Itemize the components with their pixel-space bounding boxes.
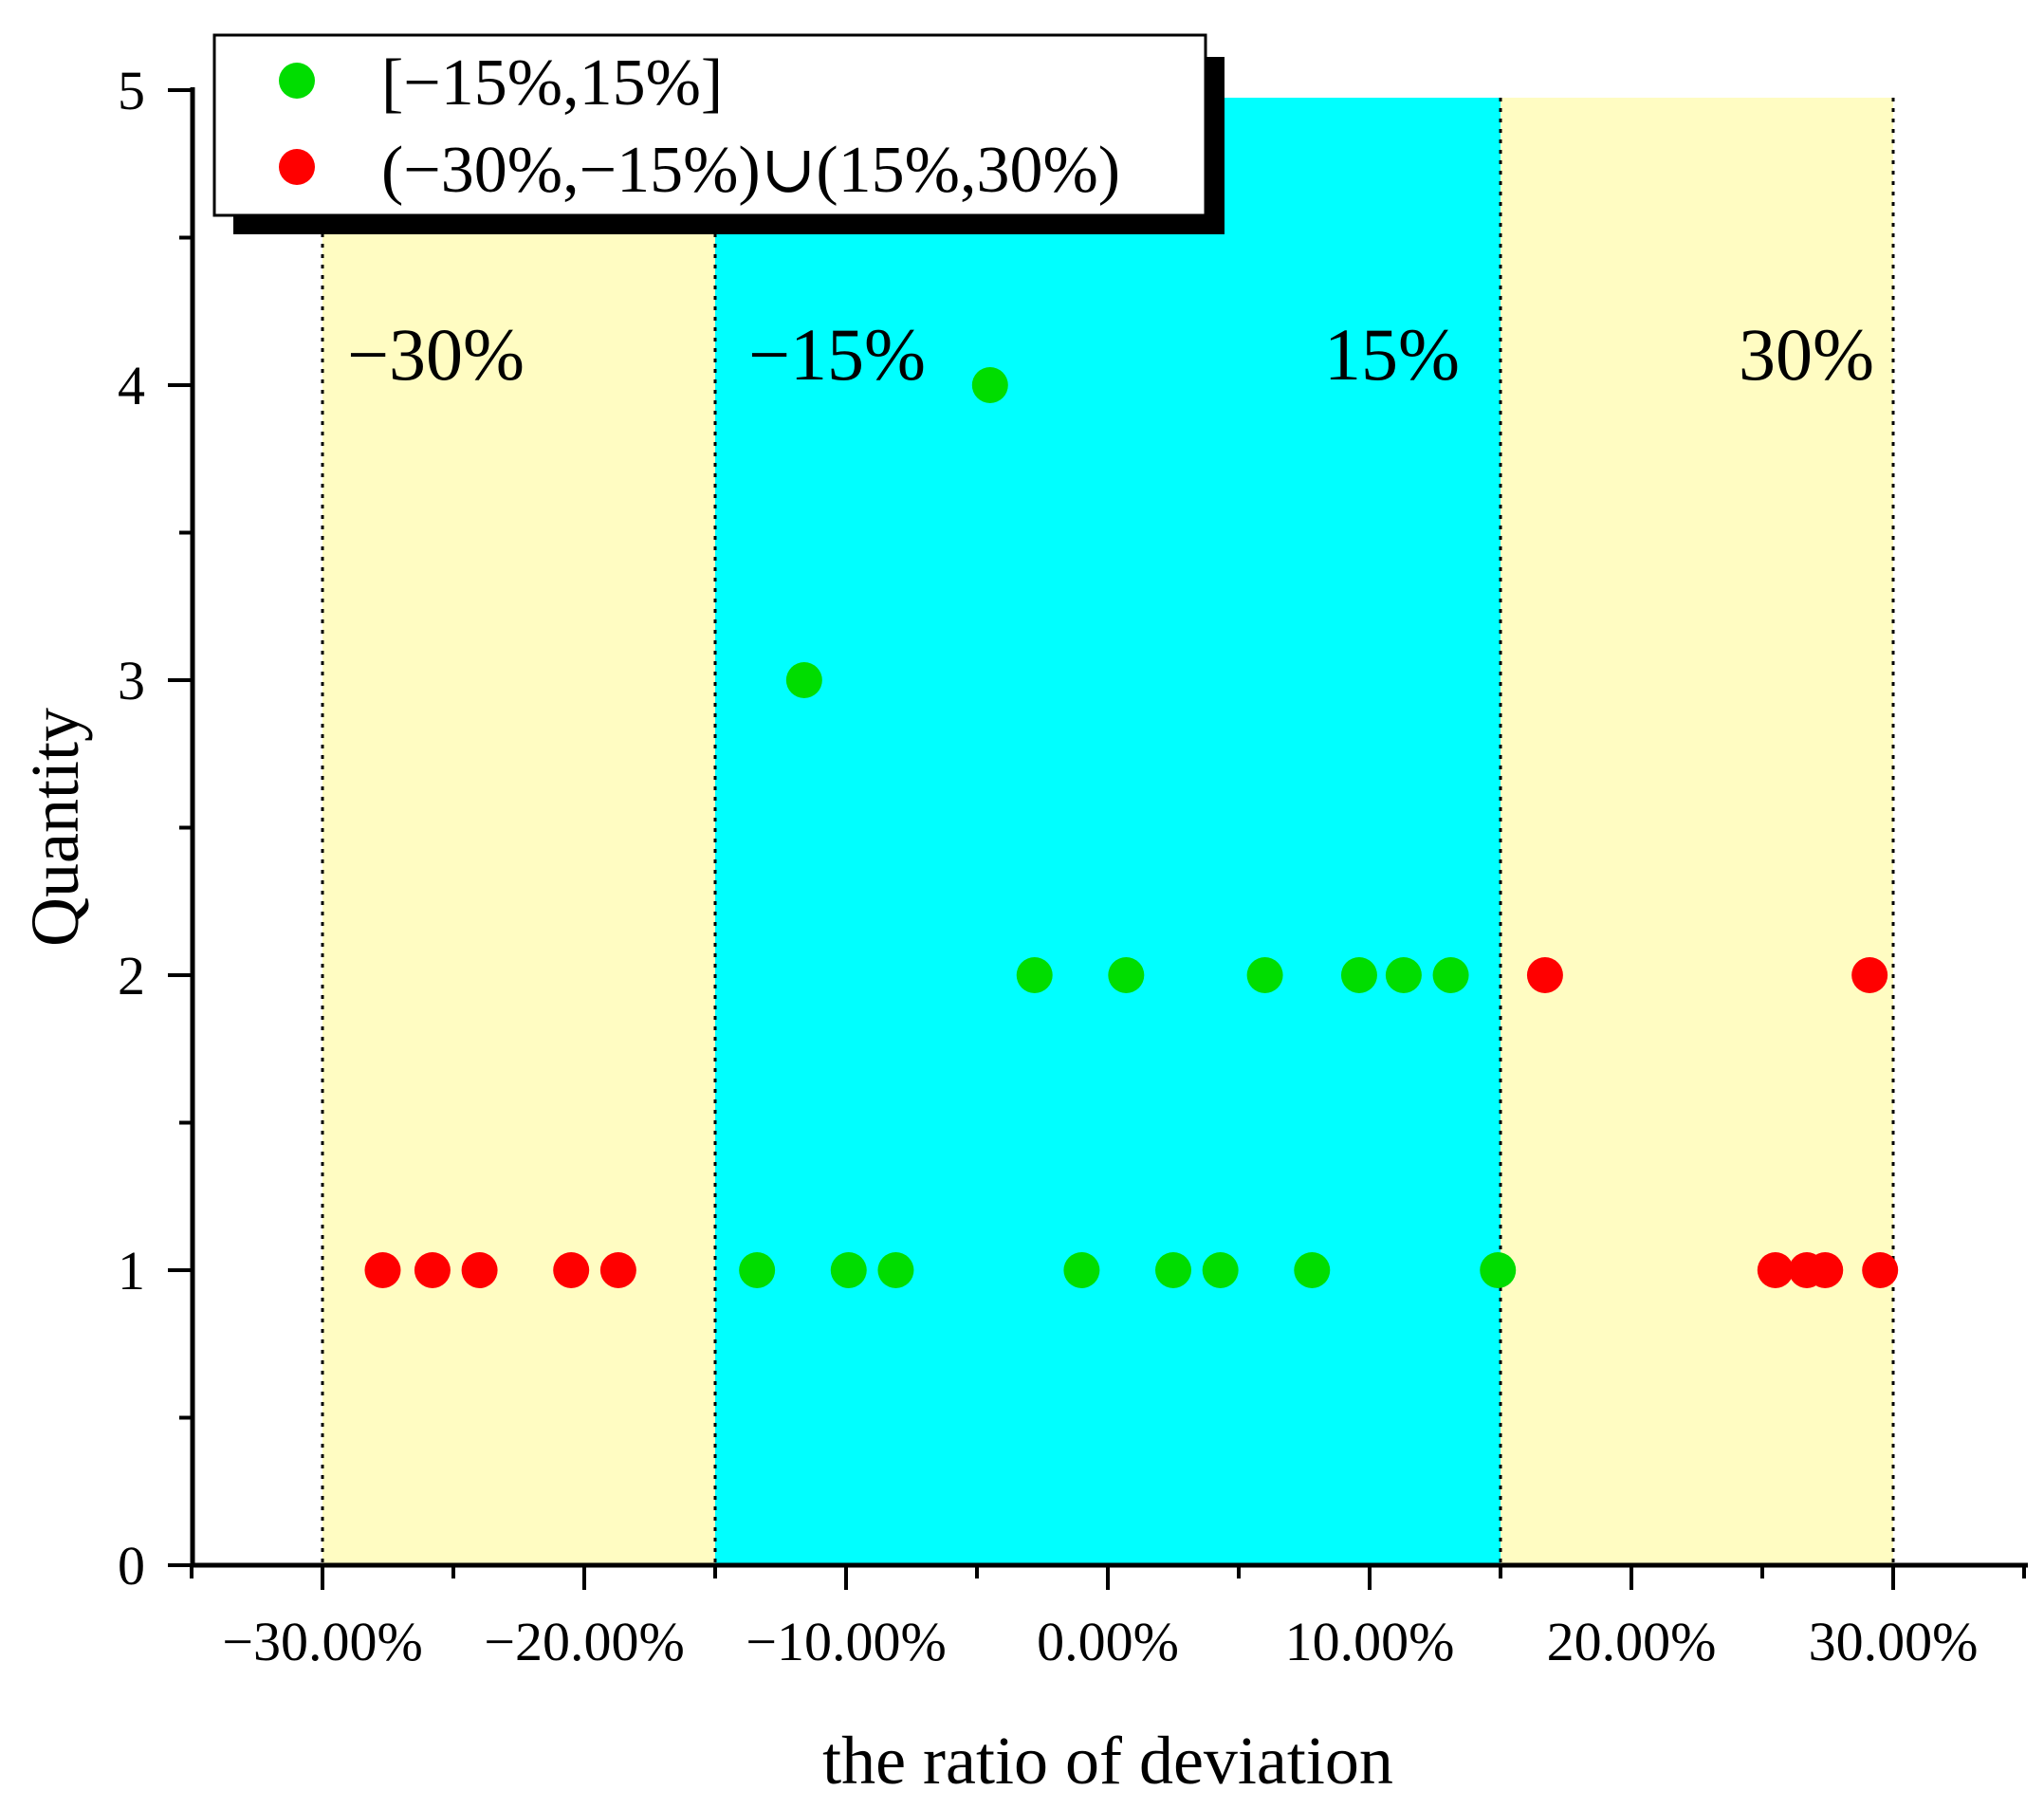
y-axis-ticks: 0 1 2 3 4 5 [118, 60, 193, 1597]
data-point-s1-6 [1757, 1252, 1794, 1288]
x-tick-label-4: 10.00% [1285, 1611, 1455, 1672]
data-point-s0-6 [1063, 1252, 1100, 1288]
data-point-s1-2 [461, 1252, 498, 1288]
data-point-s0-9 [1202, 1252, 1239, 1288]
data-point-s0-10 [1246, 957, 1283, 993]
zone-label-1: −15% [748, 313, 926, 396]
zone-band-2 [1501, 98, 1893, 1565]
x-tick-label-2: −10.00% [746, 1611, 947, 1672]
x-tick-label-6: 30.00% [1809, 1611, 1979, 1672]
zone-label-0: −30% [347, 313, 525, 396]
data-point-s1-8 [1807, 1252, 1844, 1288]
data-point-s0-7 [1108, 957, 1145, 993]
data-point-s1-9 [1851, 957, 1888, 993]
legend-label-green: [−15%,15%] [381, 46, 723, 120]
y-tick-label-1: 1 [118, 1240, 145, 1301]
zone-label-3: 30% [1739, 313, 1874, 396]
zone-boundary-lines [321, 98, 1895, 1565]
legend-marker-green [279, 63, 315, 99]
x-axis-title: the ratio of deviation [822, 1723, 1393, 1799]
data-point-s0-8 [1155, 1252, 1191, 1288]
data-point-s0-14 [1432, 957, 1469, 993]
legend: [−15%,15%] (−30%,−15%)∪(15%,30%) [212, 33, 1225, 234]
data-point-s1-4 [599, 1252, 636, 1288]
x-tick-label-0: −30.00% [222, 1611, 423, 1672]
x-tick-label-3: 0.00% [1037, 1611, 1179, 1672]
x-tick-label-1: −20.00% [484, 1611, 685, 1672]
data-point-s0-4 [971, 367, 1008, 403]
zone-labels: −30% −15% 15% 30% [347, 313, 1874, 396]
data-point-s0-0 [739, 1252, 776, 1288]
data-point-s0-15 [1480, 1252, 1517, 1288]
data-point-s1-3 [553, 1252, 590, 1288]
y-tick-label-2: 2 [118, 945, 145, 1006]
zone-band-1 [715, 98, 1501, 1565]
x-axis-ticks: −30.00% −20.00% −10.00% 0.00% 10.00% 20.00% 30… [190, 1565, 2026, 1672]
zone-band-0 [322, 98, 715, 1565]
data-point-s0-5 [1016, 957, 1053, 993]
y-tick-label-4: 4 [118, 355, 145, 416]
data-point-s1-5 [1526, 957, 1563, 993]
x-tick-label-5: 20.00% [1547, 1611, 1717, 1672]
data-point-s1-0 [364, 1252, 401, 1288]
data-points [364, 367, 1899, 1288]
data-point-s0-3 [877, 1252, 914, 1288]
data-point-s0-1 [785, 662, 822, 698]
y-axis-title: Quantity [17, 708, 93, 947]
legend-marker-red [279, 149, 315, 185]
data-point-s0-11 [1294, 1252, 1331, 1288]
data-point-s1-10 [1862, 1252, 1899, 1288]
data-point-s1-1 [414, 1252, 451, 1288]
y-tick-label-5: 5 [118, 60, 145, 121]
data-point-s0-2 [830, 1252, 867, 1288]
zone-bands [322, 98, 1893, 1565]
y-tick-label-3: 3 [118, 650, 145, 711]
zone-label-2: 15% [1324, 313, 1460, 396]
y-tick-label-0: 0 [118, 1535, 145, 1597]
legend-box [212, 33, 1207, 217]
data-point-s0-13 [1385, 957, 1422, 993]
legend-label-red: (−30%,−15%)∪(15%,30%) [381, 134, 1120, 207]
data-point-s0-12 [1340, 957, 1377, 993]
